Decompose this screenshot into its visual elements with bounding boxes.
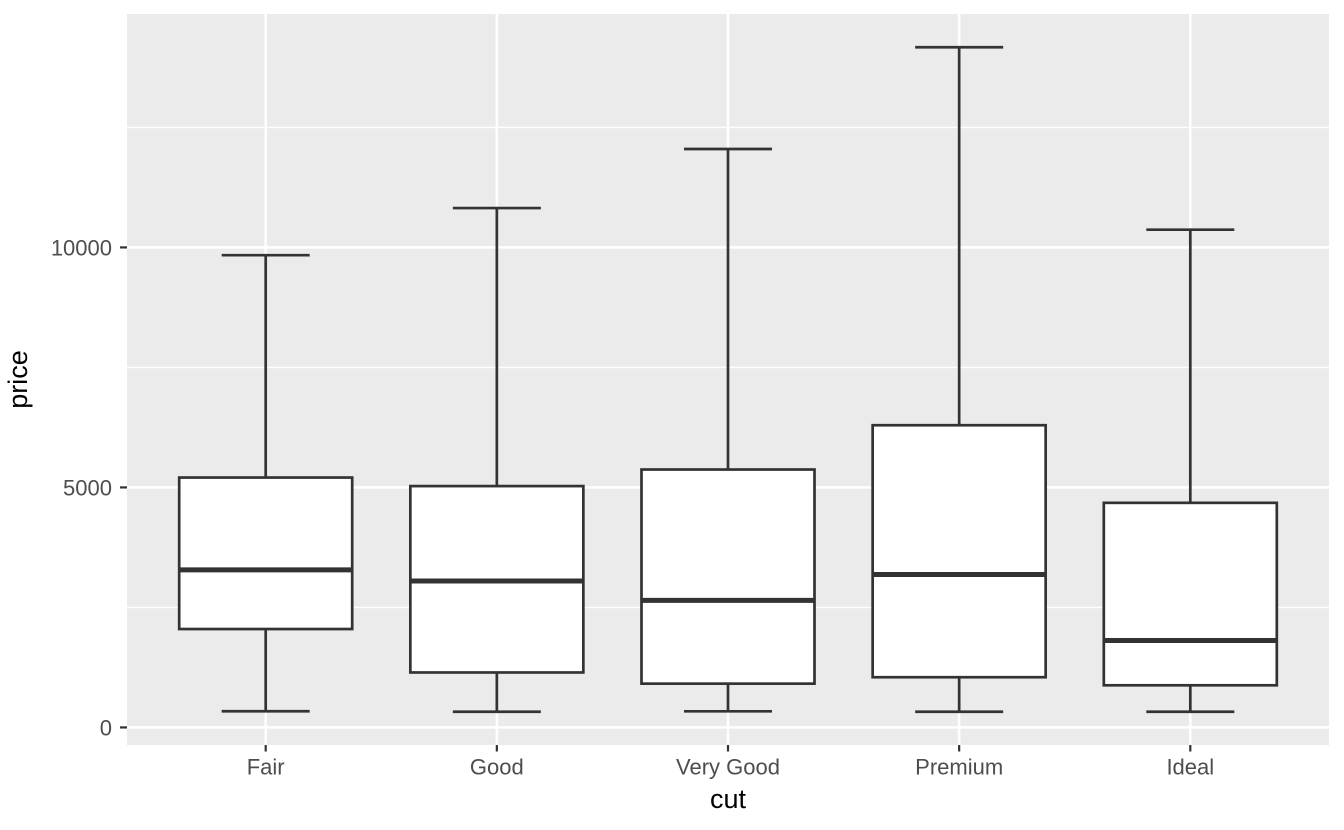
x-tick-label: Fair: [247, 755, 285, 780]
x-tick-label: Good: [470, 755, 524, 780]
box-fair: [177, 476, 354, 631]
plot-layer: 0 5000 10000 Fair Good Very Good Premium Ideal: [51, 14, 1329, 780]
x-axis-title: cut: [710, 784, 747, 814]
box-premium: [871, 423, 1048, 679]
y-tick-label: 10000: [51, 235, 112, 260]
y-axis-title: price: [3, 350, 33, 409]
x-tick-label: Very Good: [676, 755, 780, 780]
y-tick-label: 5000: [63, 475, 112, 500]
y-tick-label: 0: [100, 715, 112, 740]
box-ideal: [1102, 501, 1279, 687]
x-tick-label: Premium: [915, 755, 1003, 780]
x-tick-label: Ideal: [1166, 755, 1214, 780]
box-very-good: [640, 468, 816, 686]
